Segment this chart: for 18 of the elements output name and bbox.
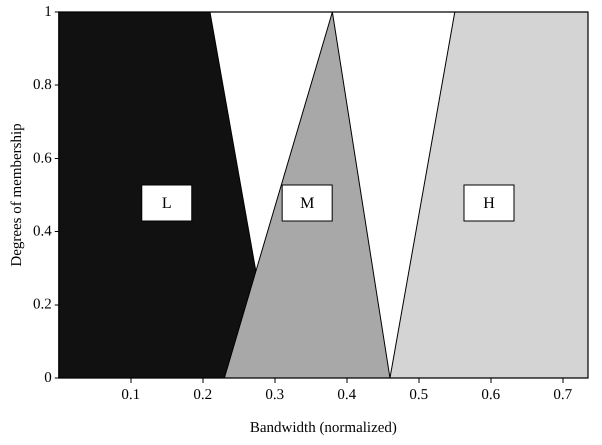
series-label: L (162, 195, 172, 212)
x-tick-label: 0.2 (193, 386, 212, 403)
series-label: H (483, 195, 496, 212)
series-label: M (300, 195, 314, 212)
y-tick-label: 0.8 (33, 77, 52, 94)
y-tick-label: 0.2 (33, 296, 52, 313)
y-tick-label: 0.4 (33, 224, 52, 240)
x-tick-label: 0.4 (337, 386, 357, 403)
x-tick-label: 0.1 (121, 386, 140, 403)
x-tick-label: 0.6 (481, 386, 501, 403)
y-tick-label: 0.6 (33, 150, 52, 166)
x-axis-title: Bandwidth (normalized) (250, 420, 397, 436)
y-axis-title: Degrees of membership (8, 123, 25, 267)
y-tick-label: 0 (44, 370, 52, 386)
x-tick-label: 0.7 (553, 386, 573, 403)
x-tick-label: 0.5 (409, 386, 428, 403)
x-tick-label: 0.3 (265, 386, 284, 403)
y-tick-label: 1 (44, 4, 52, 20)
